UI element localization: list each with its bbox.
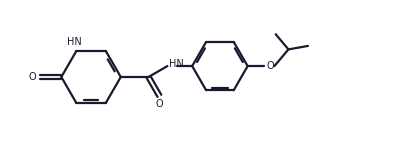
Text: O: O [155,99,163,109]
Text: O: O [266,61,274,71]
Text: HN: HN [67,37,81,47]
Text: HN: HN [169,59,183,69]
Text: O: O [29,72,36,82]
